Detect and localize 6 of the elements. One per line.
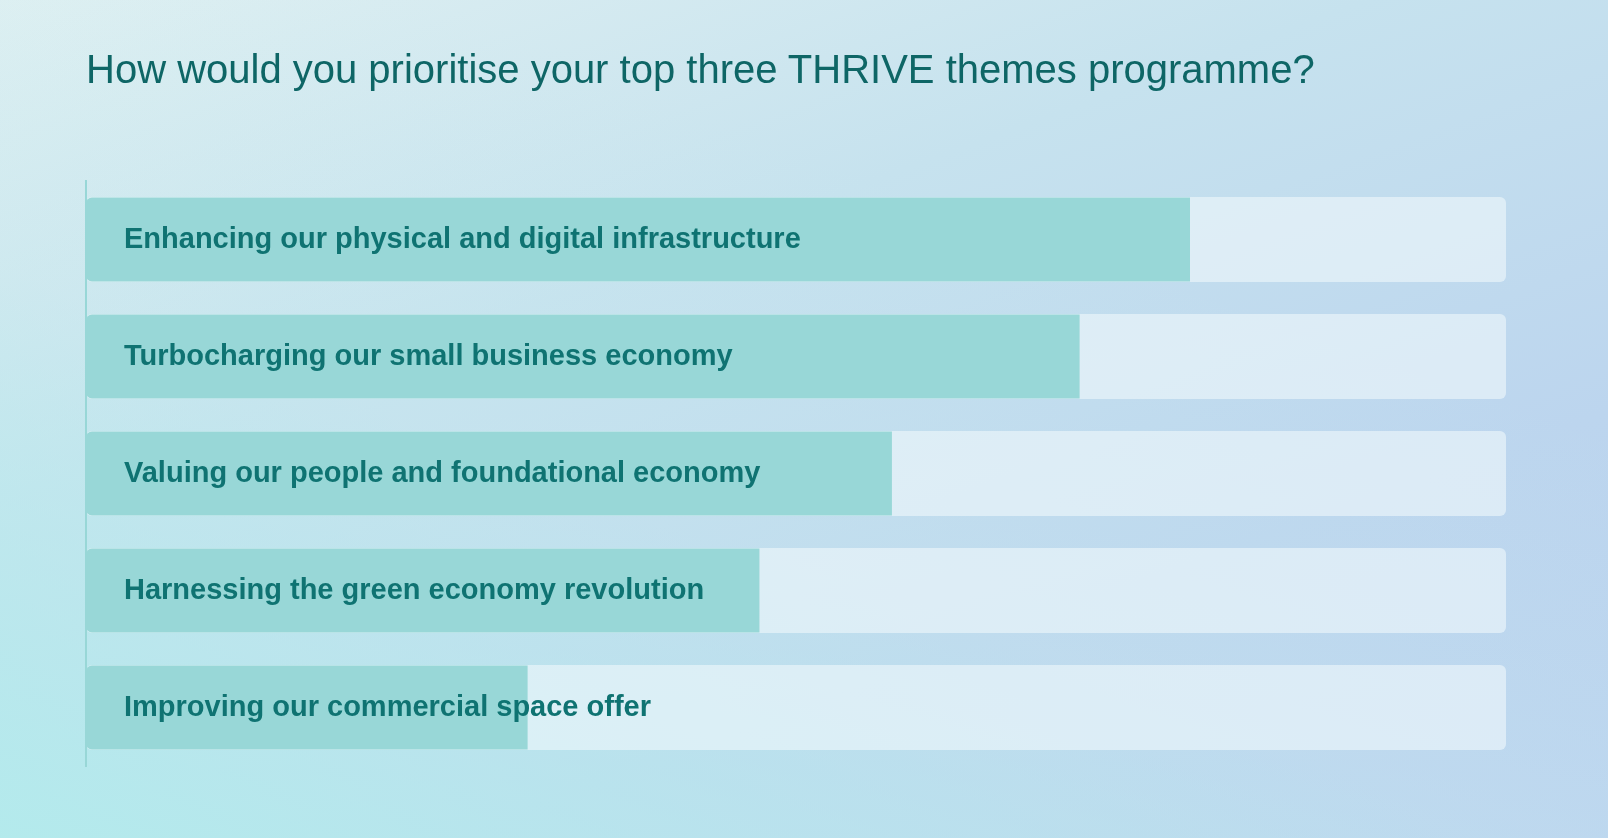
y-tick-label: Valuing our people and foundational economy [124,455,761,488]
chart-title: How would you prioritise your top three THRIVE themes programme? [86,47,1315,92]
y-tick-label: Harnessing the green economy revolution [124,572,705,605]
y-tick-label: Turbocharging our small business economy [124,338,733,371]
y-tick-label: Enhancing our physical and digital infrastructure [124,221,801,254]
y-tick-label: Improving our commercial space offer [124,689,651,722]
